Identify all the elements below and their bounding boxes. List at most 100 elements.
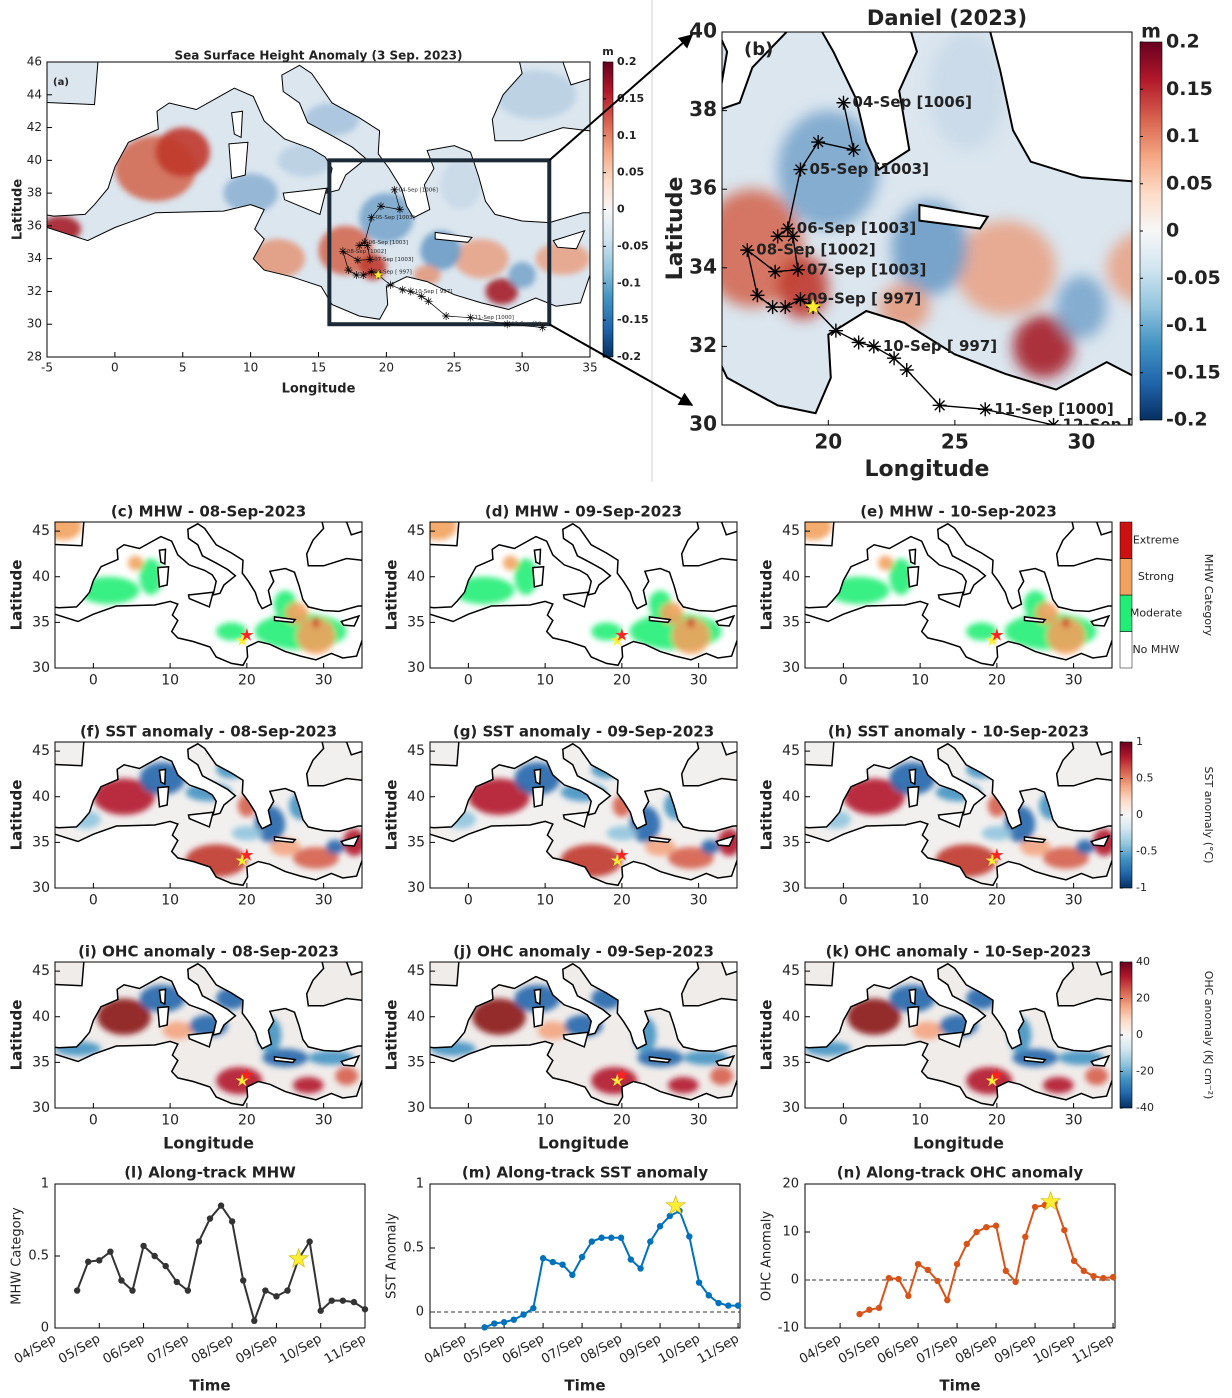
point xyxy=(992,1222,1000,1229)
anomaly-patch xyxy=(296,617,336,655)
axes-frame xyxy=(721,31,1133,426)
point xyxy=(1100,1274,1107,1282)
x-tick-label: 30 xyxy=(315,1113,333,1129)
island xyxy=(918,203,990,230)
point xyxy=(963,1240,971,1248)
y-tick-label: 45 xyxy=(782,963,800,979)
x-tick-label: 0 xyxy=(89,673,98,689)
colorbar-tick-label: 0 xyxy=(1136,1028,1143,1041)
point xyxy=(953,1260,961,1268)
x-tick-label: 20 xyxy=(613,893,631,909)
axes-frame xyxy=(54,741,363,889)
anomaly-patch xyxy=(359,193,414,243)
coastline xyxy=(805,962,1112,1107)
x-tick-label: 30 xyxy=(514,360,529,374)
colorbar-tick-label: 0 xyxy=(1136,808,1143,821)
anomaly-patch xyxy=(877,555,894,571)
track-point xyxy=(338,247,347,256)
y-tick-label: 45 xyxy=(407,963,425,979)
zoom-arrow xyxy=(548,323,694,406)
coastline xyxy=(55,742,85,767)
island xyxy=(908,768,917,786)
x-tick-label: 20 xyxy=(238,893,256,909)
map-area xyxy=(805,522,1112,668)
colorbar-tick-label: 0.1 xyxy=(1166,125,1200,147)
coastline xyxy=(680,742,737,787)
point xyxy=(608,1234,615,1241)
y-axis-label: Latitude xyxy=(758,560,776,631)
anomaly-patch xyxy=(78,576,140,605)
axes-frame xyxy=(54,521,363,669)
y-axis-label: Latitude xyxy=(383,1000,401,1071)
coastline xyxy=(305,962,362,1007)
track-label: 10-Sep [ 997] xyxy=(415,289,453,295)
anomaly-patch xyxy=(231,825,263,841)
point xyxy=(184,1287,192,1294)
markers xyxy=(610,848,629,867)
x-axis-label: Time xyxy=(189,1377,230,1395)
anomaly-patch xyxy=(453,576,515,605)
anomaly-field xyxy=(55,522,347,655)
x-tick-label: 30 xyxy=(690,673,708,689)
colorbar-tick-label: -0.05 xyxy=(617,239,649,252)
anomaly-patch xyxy=(981,825,1013,841)
anomaly-patch xyxy=(606,825,638,841)
colorbar-tick-label: 0 xyxy=(617,203,625,216)
x-tick-label: 05/Sep xyxy=(461,1332,508,1368)
storm-star xyxy=(235,633,249,647)
point xyxy=(273,1293,280,1300)
y-tick-label: 32 xyxy=(27,284,42,298)
track-point xyxy=(899,362,914,377)
x-tick-label: 05/Sep xyxy=(836,1332,883,1368)
point xyxy=(151,1252,158,1260)
x-tick-label: 20 xyxy=(379,360,394,374)
anomaly-patch xyxy=(508,261,536,289)
anomaly-patch xyxy=(485,278,519,305)
point xyxy=(695,1279,703,1286)
point xyxy=(656,1223,664,1230)
point xyxy=(510,1316,518,1323)
island xyxy=(228,141,249,180)
colorbar-label: MHW Category xyxy=(1202,554,1215,637)
colorbar-tick-label: -0.2 xyxy=(1166,409,1208,431)
point xyxy=(520,1311,527,1318)
point xyxy=(578,1253,586,1261)
track-label: 07-Sep [1003] xyxy=(807,260,927,278)
y-tick-label: 36 xyxy=(689,176,717,200)
map-area xyxy=(430,522,737,668)
highlight-star xyxy=(288,1247,309,1268)
track-point xyxy=(390,185,399,194)
anomaly-field xyxy=(805,522,1097,655)
x-tick-label: 06/Sep xyxy=(100,1332,147,1368)
point xyxy=(217,1202,225,1209)
track-point xyxy=(367,267,376,276)
colorbar-label: m xyxy=(1141,21,1161,43)
track-point xyxy=(352,271,361,280)
colorbar-tick-label: -0.1 xyxy=(617,276,641,289)
anomaly-patch xyxy=(700,839,720,855)
colorbar-swatch xyxy=(1119,631,1133,669)
point xyxy=(885,1274,893,1282)
y-tick-label: 40 xyxy=(782,569,800,585)
point xyxy=(569,1271,576,1279)
track-label: 09-Sep [ 997] xyxy=(807,290,921,308)
track-label: 07-Sep [1003] xyxy=(374,257,413,263)
colorbar-tick-label: 40 xyxy=(1136,955,1150,968)
anomaly-patch xyxy=(687,616,695,628)
track-point xyxy=(770,229,785,244)
track-point xyxy=(780,221,795,236)
y-tick-label: 30 xyxy=(27,317,42,331)
y-tick-label: 20 xyxy=(782,1177,799,1192)
island xyxy=(156,785,170,808)
storm-star xyxy=(610,633,624,647)
panel-label: (b) xyxy=(744,39,773,60)
axes-frame xyxy=(804,521,1113,669)
x-tick-label: 0 xyxy=(111,360,119,374)
y-tick-label: 28 xyxy=(27,350,42,364)
anomaly-patch xyxy=(912,1021,944,1040)
coastline xyxy=(55,522,362,667)
island xyxy=(156,1005,170,1028)
island xyxy=(552,229,586,250)
point xyxy=(173,1278,180,1286)
storm-star xyxy=(610,853,624,867)
